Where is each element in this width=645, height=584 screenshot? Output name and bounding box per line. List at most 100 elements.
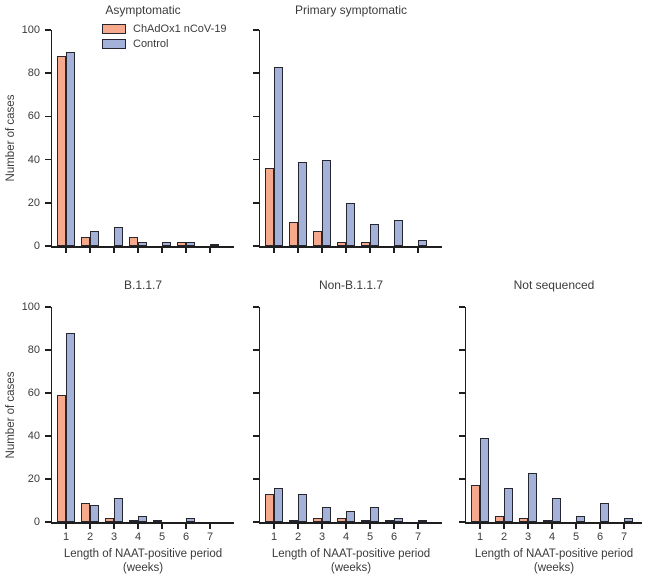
x-axis [258, 522, 442, 524]
y-tick [45, 521, 51, 523]
y-axis-title: Number of cases [5, 371, 17, 458]
y-tick [45, 306, 51, 308]
x-axis [50, 246, 234, 248]
bar-control [528, 472, 537, 522]
x-tick-label: 5 [572, 531, 580, 543]
x-tick [185, 523, 187, 529]
x-axis-title-line1: Length of NAAT-positive period [63, 548, 223, 560]
y-tick [253, 202, 259, 204]
y-tick-label: 40 [27, 430, 40, 442]
y-tick [253, 349, 259, 351]
y-tick [45, 478, 51, 480]
y-tick [253, 306, 259, 308]
x-tick-label: 6 [596, 531, 604, 543]
x-tick [113, 247, 115, 253]
y-axis [258, 307, 260, 524]
y-tick-label: 80 [27, 344, 40, 356]
y-tick [459, 392, 465, 394]
bar-control [66, 332, 75, 522]
y-tick [459, 349, 465, 351]
bar-control [418, 239, 427, 246]
bar-control [394, 220, 403, 246]
bar-control [114, 498, 123, 522]
y-tick [253, 245, 259, 247]
bar-chadox1 [361, 241, 370, 246]
bar-chadox1 [265, 494, 274, 522]
x-axis-title-line1: Length of NAAT-positive period [271, 548, 431, 560]
bar-chadox1 [289, 222, 298, 246]
y-axis [50, 307, 52, 524]
bar-control [162, 241, 171, 246]
bar-control [138, 241, 147, 246]
y-tick [459, 306, 465, 308]
bar-control [210, 243, 219, 246]
x-axis-title-line2: (weeks) [122, 562, 164, 574]
x-tick [161, 247, 163, 253]
x-axis-title: Length of NAAT-positive period (weeks) [27, 547, 259, 575]
legend-item-chadox1: ChAdOx1 nCoV-19 [102, 21, 227, 36]
bar-control [138, 515, 147, 522]
legend: ChAdOx1 nCoV-19 Control [102, 21, 227, 51]
bar-control [90, 230, 99, 246]
x-tick [417, 523, 419, 529]
x-axis-title: Length of NAAT-positive period (weeks) [235, 547, 467, 575]
bar-control [552, 498, 561, 522]
y-tick [45, 349, 51, 351]
y-tick [45, 29, 51, 31]
bar-control [186, 241, 195, 246]
x-tick-label: 7 [620, 531, 628, 543]
x-tick [297, 523, 299, 529]
bar-control [576, 515, 585, 522]
x-tick-label: 3 [110, 531, 118, 543]
x-tick-label: 7 [206, 531, 214, 543]
bar-chadox1 [105, 517, 114, 522]
bar-control [298, 161, 307, 246]
x-tick [89, 247, 91, 253]
x-axis [258, 246, 442, 248]
y-tick-label: 60 [27, 110, 40, 123]
bar-control [370, 506, 379, 522]
x-tick [89, 523, 91, 529]
y-tick [253, 115, 259, 118]
x-axis [50, 522, 234, 524]
x-tick [65, 247, 67, 253]
y-tick [45, 435, 51, 437]
x-tick [393, 523, 395, 529]
bar-chadox1 [57, 55, 66, 246]
x-axis-title-line1: Length of NAAT-positive period [474, 548, 634, 560]
legend-item-control: Control [102, 36, 227, 51]
bar-control [370, 224, 379, 246]
x-axis [464, 522, 642, 524]
y-tick [45, 115, 51, 118]
x-tick [321, 247, 323, 253]
x-tick [527, 523, 529, 529]
x-tick-label: 4 [548, 531, 556, 543]
y-tick-label: 60 [27, 387, 40, 399]
x-tick [161, 523, 163, 529]
x-tick [137, 247, 139, 253]
x-tick-label: 3 [524, 531, 532, 543]
y-tick [253, 521, 259, 523]
x-tick [599, 523, 601, 529]
bar-chadox1 [265, 168, 274, 246]
y-tick-label: 0 [33, 240, 40, 252]
x-tick [369, 247, 371, 253]
x-tick [273, 523, 275, 529]
bar-control [600, 502, 609, 522]
x-axis-title-line2: (weeks) [533, 562, 575, 574]
bar-chadox1 [129, 237, 138, 246]
panel-title: Not sequenced [513, 278, 595, 292]
x-tick [345, 247, 347, 253]
y-tick [459, 521, 465, 523]
x-tick-label: 4 [134, 531, 142, 543]
bar-chadox1 [57, 395, 66, 522]
x-tick [209, 247, 211, 253]
x-tick-label: 2 [86, 531, 94, 543]
bar-control [624, 517, 633, 522]
x-tick-label: 5 [366, 531, 374, 543]
bar-control [504, 487, 513, 522]
bar-control [480, 438, 489, 522]
bar-chadox1 [385, 519, 394, 522]
x-tick [345, 523, 347, 529]
y-tick-label: 80 [27, 67, 40, 80]
